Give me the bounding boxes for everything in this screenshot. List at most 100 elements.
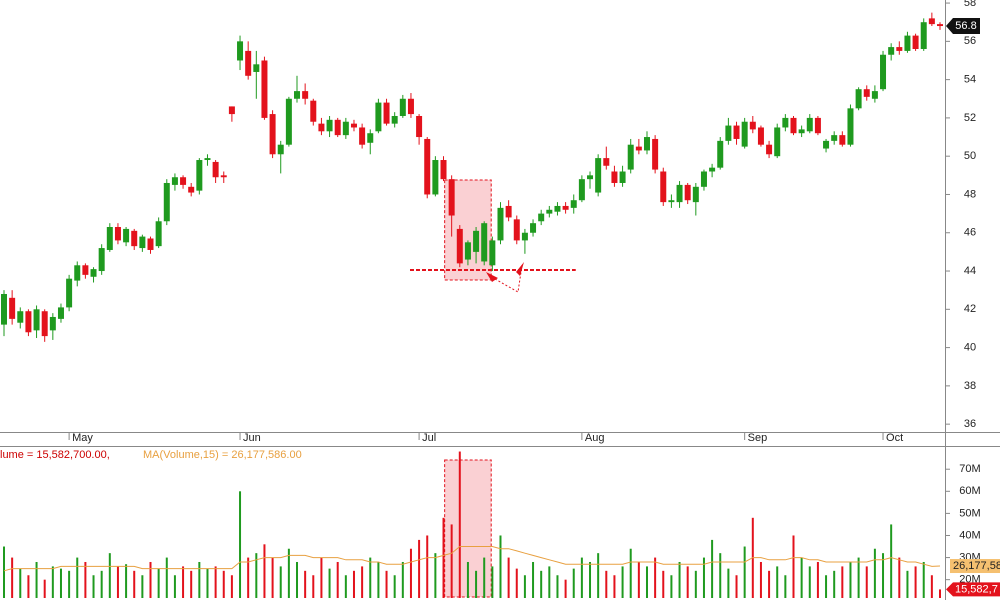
volume-bar bbox=[483, 557, 486, 598]
volume-bar bbox=[344, 575, 347, 598]
volume-bar bbox=[833, 570, 836, 598]
candle-body bbox=[114, 227, 121, 241]
volume-bar bbox=[873, 548, 876, 598]
volume-bar bbox=[637, 561, 640, 598]
candle-body bbox=[204, 158, 211, 161]
volume-bar bbox=[450, 524, 453, 598]
volume-bar bbox=[68, 570, 71, 598]
candle-body bbox=[33, 309, 40, 331]
volume-bar bbox=[385, 570, 388, 598]
candle-body bbox=[888, 47, 895, 55]
ma-tag bbox=[950, 559, 1000, 574]
candle-body bbox=[570, 200, 577, 208]
candle-body bbox=[326, 119, 333, 132]
candle-body bbox=[611, 171, 618, 183]
volume-bar bbox=[35, 561, 38, 598]
candle-body bbox=[774, 127, 781, 157]
volume-bar bbox=[352, 570, 355, 598]
volume-bar bbox=[898, 557, 901, 598]
volume-bar bbox=[597, 553, 600, 598]
volume-bar bbox=[222, 570, 225, 598]
volume-bar bbox=[662, 570, 665, 598]
candle-body bbox=[359, 127, 366, 145]
candle-body bbox=[839, 135, 846, 145]
volume-bar bbox=[523, 575, 526, 598]
volume-bar bbox=[59, 568, 62, 598]
x-tick-label: Jul bbox=[422, 432, 436, 444]
candle-body bbox=[383, 102, 390, 124]
y-tick-label: 54 bbox=[964, 74, 976, 86]
volume-bar bbox=[328, 568, 331, 598]
ma-line bbox=[3, 546, 941, 572]
volume-bar bbox=[776, 566, 779, 598]
candle-body bbox=[757, 127, 764, 145]
volume-bar bbox=[645, 566, 648, 598]
candle-body bbox=[342, 121, 349, 136]
candle-body bbox=[741, 121, 748, 147]
volume-bar bbox=[930, 575, 933, 598]
volume-bar bbox=[515, 568, 518, 598]
candle-body bbox=[530, 223, 537, 233]
volume-bar bbox=[792, 535, 795, 598]
volume-bar bbox=[743, 546, 746, 598]
ma-last-label: 26,177,58 bbox=[953, 560, 1000, 572]
volume-bar bbox=[214, 566, 217, 598]
candle-body bbox=[375, 102, 382, 132]
volume-bar bbox=[369, 557, 372, 598]
candle-body bbox=[749, 121, 756, 130]
x-tick-label: May bbox=[72, 432, 93, 444]
volume-bar bbox=[499, 535, 502, 598]
volume-bar bbox=[182, 566, 185, 598]
volume-bar bbox=[768, 570, 771, 598]
candle-body bbox=[595, 158, 602, 193]
volume-bar bbox=[409, 548, 412, 598]
candle-body bbox=[155, 221, 162, 247]
volume-bar bbox=[100, 570, 103, 598]
candle-body bbox=[871, 91, 878, 99]
volume-bar bbox=[613, 575, 616, 598]
candle-body bbox=[489, 240, 496, 266]
volume-bar bbox=[92, 575, 95, 598]
candle-body bbox=[831, 135, 838, 141]
volume-tag bbox=[946, 582, 1000, 597]
y-tick-label: 38 bbox=[964, 380, 976, 392]
volume-bar bbox=[629, 548, 632, 598]
volume-bar bbox=[320, 557, 323, 598]
candle-body bbox=[587, 175, 594, 180]
volume-bar bbox=[702, 557, 705, 598]
candle-body bbox=[709, 167, 716, 172]
candle-body bbox=[448, 179, 455, 216]
volume-bar bbox=[312, 575, 315, 598]
volume-bar bbox=[564, 579, 567, 598]
candle-body bbox=[684, 184, 691, 201]
candle-body bbox=[603, 158, 610, 166]
candle-body bbox=[432, 160, 439, 195]
candle-body bbox=[66, 278, 73, 308]
candle-body bbox=[106, 227, 113, 250]
volume-bar bbox=[727, 568, 730, 598]
candle-body bbox=[912, 35, 919, 49]
volume-bar bbox=[580, 557, 583, 598]
y-tick-label: 36 bbox=[964, 418, 976, 430]
volume-header: lume = 15,582,700.00, bbox=[0, 449, 110, 461]
candle-body bbox=[790, 117, 797, 134]
last-price-label: 56.8 bbox=[955, 20, 976, 32]
candle-body bbox=[228, 106, 235, 115]
candle-body bbox=[302, 91, 309, 99]
candle-body bbox=[880, 54, 887, 90]
candle-body bbox=[82, 265, 89, 275]
candle-body bbox=[806, 117, 813, 132]
candle-body bbox=[562, 205, 569, 210]
volume-bar bbox=[239, 491, 242, 598]
y-tick-label: 40M bbox=[959, 529, 980, 541]
x-tick-label: Sep bbox=[748, 432, 768, 444]
candle-body bbox=[521, 232, 528, 241]
volume-bar bbox=[304, 570, 307, 598]
volume-bar bbox=[336, 561, 339, 598]
candle-body bbox=[578, 179, 585, 201]
candle-body bbox=[180, 177, 187, 185]
volume-bar bbox=[865, 566, 868, 598]
volume-bar bbox=[11, 557, 14, 598]
volume-bar bbox=[247, 557, 250, 598]
